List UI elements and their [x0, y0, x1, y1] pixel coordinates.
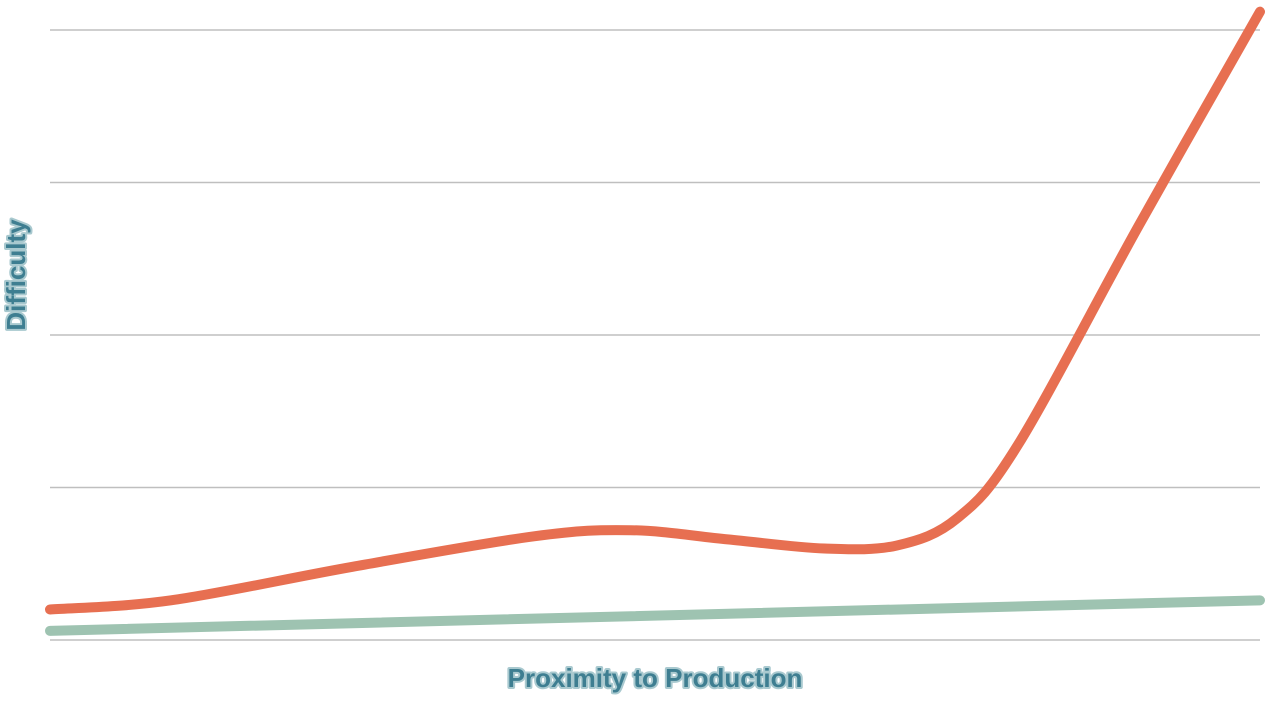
svg-text:Difficulty: Difficulty [1, 219, 31, 331]
difficulty-chart: Proximity to ProductionProximity to Prod… [0, 0, 1280, 718]
chart-svg: Proximity to ProductionProximity to Prod… [0, 0, 1280, 718]
svg-text:Proximity to Production: Proximity to Production [508, 663, 803, 693]
series [50, 12, 1260, 631]
